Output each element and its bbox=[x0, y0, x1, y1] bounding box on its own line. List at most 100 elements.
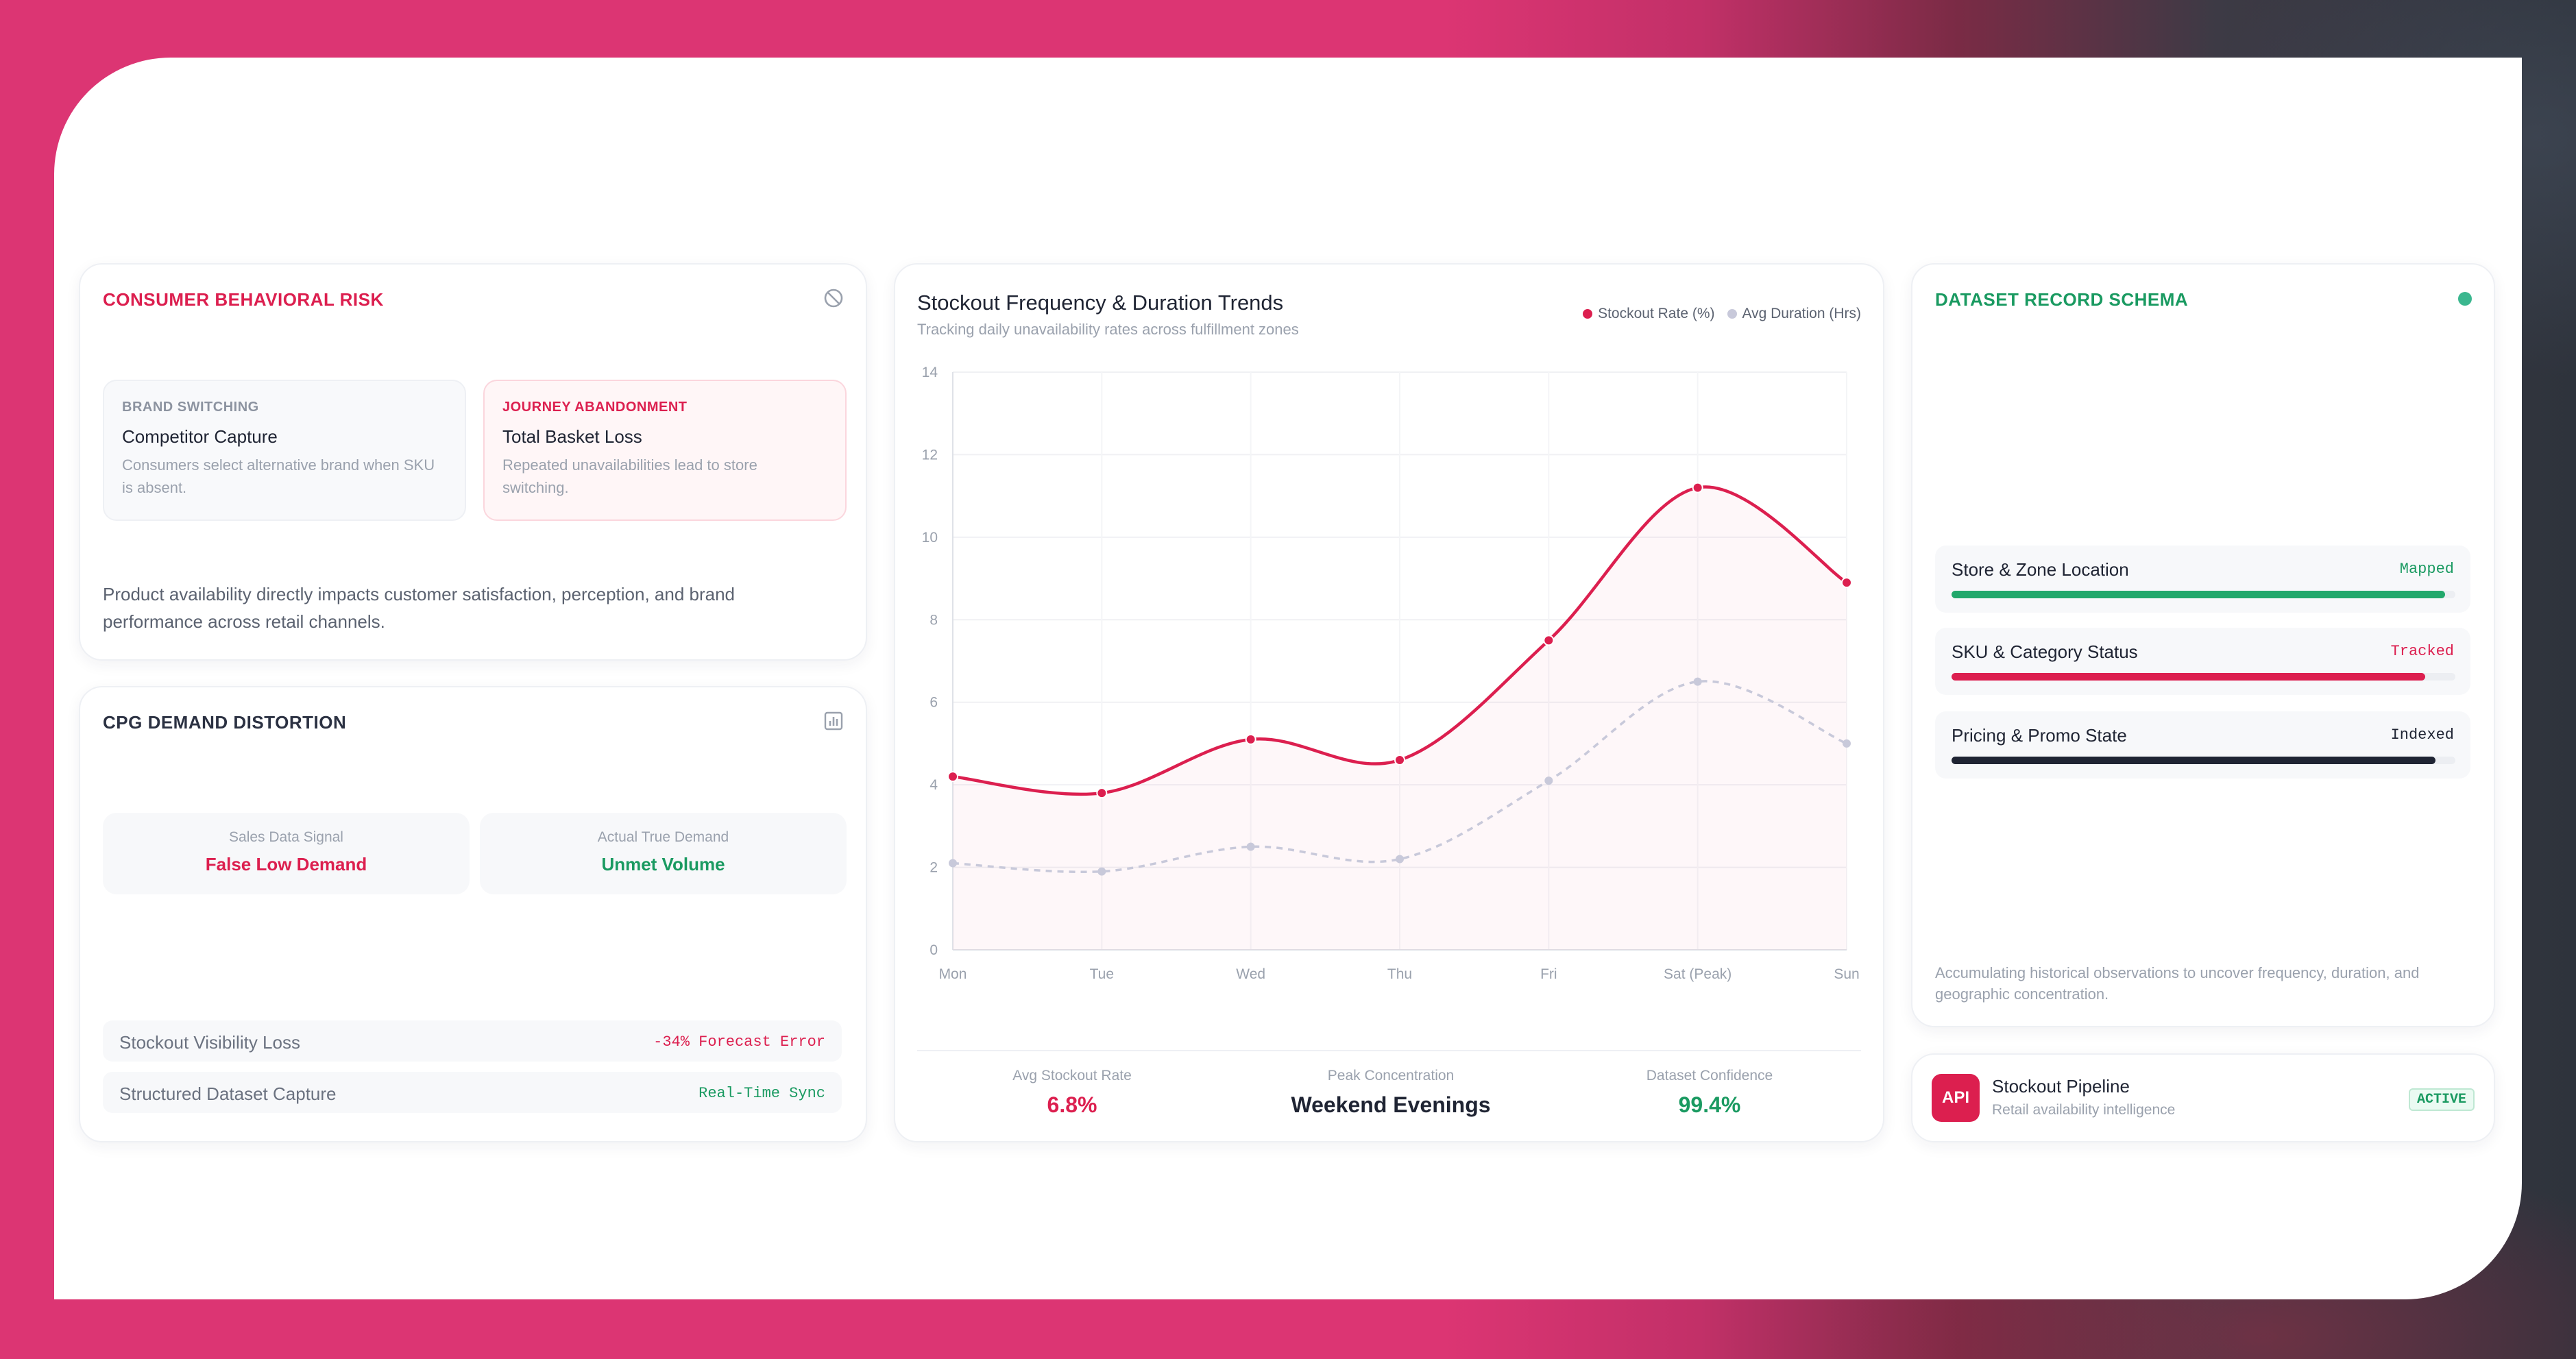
legend-label: Stockout Rate (%) bbox=[1598, 306, 1715, 321]
schema-field-label: Pricing & Promo State bbox=[1952, 725, 2127, 746]
row-label: Stockout Visibility Loss bbox=[119, 1032, 300, 1053]
brand-switching-title: Competitor Capture bbox=[122, 426, 278, 447]
schema-field-row: Pricing & Promo State Indexed bbox=[1935, 711, 2470, 779]
stockout-rate-point bbox=[1096, 787, 1108, 799]
pipeline-title: Stockout Pipeline bbox=[1992, 1076, 2130, 1097]
x-tick-label: Wed bbox=[1236, 966, 1265, 982]
sales-signal-label: Sales Data Signal bbox=[229, 829, 343, 845]
progress-fill bbox=[1952, 757, 2435, 764]
y-tick-label: 0 bbox=[929, 942, 938, 958]
y-tick-label: 14 bbox=[922, 365, 938, 380]
schema-field-label: SKU & Category Status bbox=[1952, 641, 2138, 662]
stat-label: Dataset Confidence bbox=[1646, 1068, 1773, 1083]
bar-chart-icon[interactable] bbox=[823, 711, 844, 731]
schema-footer: Accumulating historical observations to … bbox=[1935, 964, 2420, 1003]
x-tick-label: Sun bbox=[1834, 966, 1859, 982]
x-tick-label: Fri bbox=[1540, 966, 1557, 982]
brand-switching-eyebrow: BRAND SWITCHING bbox=[122, 400, 259, 415]
progress-fill bbox=[1952, 673, 2425, 681]
true-demand-label: Actual True Demand bbox=[597, 829, 729, 845]
schema-title: DATASET RECORD SCHEMA bbox=[1935, 289, 2189, 310]
x-tick-label: Mon bbox=[939, 966, 967, 982]
y-tick-label: 8 bbox=[929, 612, 938, 628]
brand-switching-desc: Consumers select alternative brand when … bbox=[122, 456, 435, 496]
stat-label: Avg Stockout Rate bbox=[1012, 1068, 1132, 1083]
pipeline-subtitle: Retail availability intelligence bbox=[1992, 1102, 2176, 1118]
dashboard-panel: CONSUMER BEHAVIORAL RISK BRAND SWITCHING… bbox=[54, 58, 2522, 1299]
schema-field-status: Mapped bbox=[2399, 561, 2454, 578]
avg-duration-point bbox=[1544, 776, 1553, 785]
row-value: -34% Forecast Error bbox=[653, 1033, 825, 1051]
schema-field-label: Store & Zone Location bbox=[1952, 559, 2129, 580]
y-tick-label: 10 bbox=[922, 530, 938, 546]
chart-legend: Stockout Rate (%) Avg Duration (Hrs) bbox=[1583, 306, 1861, 322]
stockout-rate-point bbox=[1394, 755, 1405, 766]
legend-dot bbox=[1583, 309, 1593, 319]
journey-abandonment-eyebrow: JOURNEY ABANDONMENT bbox=[502, 400, 688, 415]
avg-duration-point bbox=[1097, 867, 1106, 876]
api-badge: API bbox=[1932, 1074, 1980, 1122]
schema-field-status: Tracked bbox=[2390, 643, 2454, 660]
legend-item-avg-duration: Avg Duration (Hrs) bbox=[1727, 306, 1862, 322]
journey-abandonment-box: JOURNEY ABANDONMENT Total Basket Loss Re… bbox=[483, 380, 847, 521]
stockout-rate-point bbox=[1692, 482, 1703, 493]
journey-abandonment-desc: Repeated unavailabilities lead to store … bbox=[502, 456, 757, 496]
trends-title: Stockout Frequency & Duration Trends bbox=[917, 291, 1284, 315]
legend-item-stockout-rate: Stockout Rate (%) bbox=[1583, 306, 1715, 322]
avg-duration-line bbox=[952, 680, 1847, 874]
sales-signal-value: False Low Demand bbox=[205, 854, 367, 874]
block-icon[interactable] bbox=[823, 288, 844, 308]
progress-track bbox=[1952, 591, 2455, 598]
list-item: Stockout Visibility Loss -34% Forecast E… bbox=[103, 1020, 842, 1062]
y-tick-label: 2 bbox=[929, 860, 938, 876]
avg-duration-point bbox=[1693, 677, 1702, 686]
stockout-rate-point bbox=[1841, 577, 1852, 589]
avg-duration-point bbox=[1843, 739, 1851, 748]
x-tick-label: Thu bbox=[1387, 966, 1412, 982]
avg-duration-point bbox=[1396, 855, 1404, 864]
x-tick-label: Tue bbox=[1090, 966, 1114, 982]
progress-fill bbox=[1952, 591, 2446, 598]
trends-subtitle: Tracking daily unavailability rates acro… bbox=[917, 321, 1299, 338]
sales-signal-box: Sales Data Signal False Low Demand bbox=[103, 813, 470, 894]
row-label: Structured Dataset Capture bbox=[119, 1083, 337, 1104]
stockout-rate-point bbox=[947, 771, 958, 783]
dataset-confidence-value: 99.4% bbox=[1678, 1092, 1741, 1117]
schema-card: DATASET RECORD SCHEMA Store & Zone Locat… bbox=[1911, 263, 2495, 1027]
chart-divider bbox=[917, 1050, 1861, 1051]
y-tick-label: 12 bbox=[922, 447, 938, 463]
stat-label: Peak Concentration bbox=[1327, 1068, 1455, 1083]
status-dot bbox=[2458, 292, 2472, 306]
list-item: Structured Dataset Capture Real-Time Syn… bbox=[103, 1072, 842, 1113]
true-demand-box: Actual True Demand Unmet Volume bbox=[480, 813, 847, 894]
trend-chart: 0 2 4 6 8 10 12 14 Mon Tue Wed Thu Fri Sat (Peak) Sun bbox=[922, 365, 1860, 982]
avg-duration-point bbox=[1246, 842, 1255, 851]
progress-track bbox=[1952, 757, 2455, 764]
demand-distortion-title: CPG DEMAND DISTORTION bbox=[103, 712, 347, 733]
x-tick-label: Sat (Peak) bbox=[1664, 966, 1731, 982]
behavioral-risk-title: CONSUMER BEHAVIORAL RISK bbox=[103, 289, 384, 310]
avg-duration-point bbox=[949, 859, 957, 868]
stockout-rate-point bbox=[1245, 733, 1256, 745]
trends-card: Stockout Frequency & Duration Trends Tra… bbox=[894, 263, 1884, 1142]
behavioral-risk-card: CONSUMER BEHAVIORAL RISK BRAND SWITCHING… bbox=[79, 263, 867, 661]
progress-track bbox=[1952, 673, 2455, 681]
y-tick-label: 4 bbox=[929, 777, 938, 793]
status-badge: ACTIVE bbox=[2408, 1088, 2475, 1111]
schema-field-status: Indexed bbox=[2390, 726, 2454, 744]
avg-stockout-rate-value: 6.8% bbox=[1047, 1092, 1097, 1117]
legend-dot bbox=[1727, 309, 1737, 319]
brand-switching-box: BRAND SWITCHING Competitor Capture Consu… bbox=[103, 380, 466, 521]
row-value: Real-Time Sync bbox=[698, 1085, 825, 1102]
y-tick-label: 6 bbox=[929, 695, 938, 711]
legend-label: Avg Duration (Hrs) bbox=[1742, 306, 1862, 321]
peak-concentration-value: Weekend Evenings bbox=[1291, 1092, 1491, 1117]
schema-field-row: Store & Zone Location Mapped bbox=[1935, 546, 2470, 613]
stockout-rate-point bbox=[1543, 635, 1555, 646]
pipeline-card[interactable]: API Stockout Pipeline Retail availabilit… bbox=[1911, 1053, 2495, 1142]
demand-distortion-card: CPG DEMAND DISTORTION Sales Data Signal … bbox=[79, 686, 867, 1142]
true-demand-value: Unmet Volume bbox=[601, 854, 725, 874]
journey-abandonment-title: Total Basket Loss bbox=[502, 426, 642, 447]
behavioral-risk-summary: Product availability directly impacts cu… bbox=[103, 584, 735, 632]
schema-field-row: SKU & Category Status Tracked bbox=[1935, 628, 2470, 695]
